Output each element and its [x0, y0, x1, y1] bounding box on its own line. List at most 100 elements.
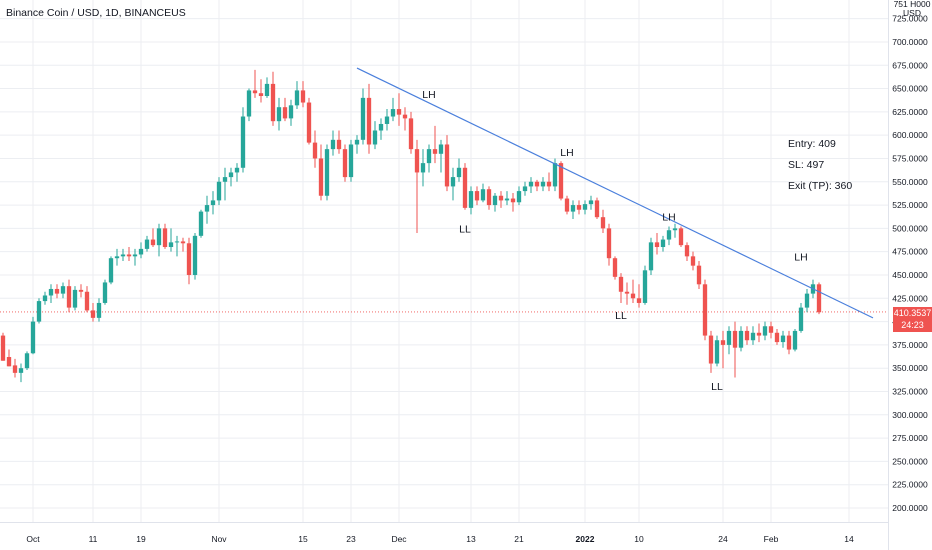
candle [708, 330, 714, 373]
time-tick-label: 11 [89, 534, 98, 544]
time-tick-label: 23 [346, 534, 356, 544]
candle-body [102, 282, 108, 303]
candle [516, 186, 522, 206]
candle [534, 179, 540, 192]
candle-body [288, 105, 294, 119]
candle [48, 284, 54, 303]
price-tick-label: 300.0000 [892, 410, 928, 420]
price-tick-label: 475.0000 [892, 247, 928, 257]
time-tick-label: Nov [211, 534, 227, 544]
candle-body [84, 291, 90, 311]
candle [138, 242, 144, 259]
candle [288, 99, 294, 126]
candle [102, 279, 108, 305]
candle [768, 321, 774, 339]
candle [660, 235, 666, 252]
trade-note: Entry: 409 [788, 138, 836, 150]
time-tick-label: Oct [26, 534, 40, 544]
time-tick-label: 19 [136, 534, 146, 544]
candle-body [480, 189, 486, 201]
candle [354, 135, 360, 154]
candle [18, 363, 24, 383]
candle [228, 167, 234, 187]
candle-body [594, 200, 600, 218]
candle [450, 167, 456, 201]
price-tick-label: 600.0000 [892, 130, 928, 140]
candle-body [396, 109, 402, 115]
candle-body [780, 335, 786, 343]
candle-body [774, 332, 780, 343]
swing-label: LH [422, 89, 435, 101]
price-tick-label: 700.0000 [892, 37, 928, 47]
candle [12, 358, 18, 378]
price-tick-label: 225.0000 [892, 480, 928, 490]
candle [126, 247, 132, 261]
candle [36, 298, 42, 324]
candle-body [732, 330, 738, 348]
price-tick-label: 725.0000 [892, 14, 928, 24]
time-tick-label: Dec [391, 534, 407, 544]
candle [684, 242, 690, 261]
candle-body [444, 144, 450, 187]
candle [528, 177, 534, 193]
candle [798, 302, 804, 333]
swing-label: LH [662, 211, 675, 223]
candle [420, 149, 426, 187]
candle [132, 248, 138, 266]
candle [174, 235, 180, 257]
candle-body [66, 286, 72, 308]
candle [180, 237, 186, 252]
candle [672, 223, 678, 238]
time-tick-label: 10 [634, 534, 644, 544]
candle [576, 200, 582, 215]
candle [312, 130, 318, 168]
candle [492, 192, 498, 212]
candle-body [0, 335, 6, 361]
swing-label: LL [615, 310, 627, 322]
price-tick-label: 525.0000 [892, 200, 928, 210]
candle-body [120, 254, 126, 257]
candle-body [414, 149, 420, 173]
candle [192, 233, 198, 280]
candle-body [168, 242, 174, 248]
candle [246, 88, 252, 122]
candle-body [240, 116, 246, 168]
trendline-line[interactable] [356, 67, 874, 319]
time-axis-bg [0, 522, 888, 550]
candle [738, 326, 744, 352]
trendline [356, 67, 874, 319]
axis-currency-label: USD [903, 8, 921, 18]
candle-body [570, 205, 576, 212]
time-tick-label: 13 [466, 534, 476, 544]
swing-label: LH [794, 251, 807, 263]
candle-body [474, 191, 480, 201]
candle-body [744, 330, 750, 341]
candle-body [216, 181, 222, 201]
candle [30, 316, 36, 355]
candle-body [318, 158, 324, 196]
candle-body [816, 284, 822, 313]
candle-body [654, 242, 660, 248]
candle-body [360, 97, 366, 140]
candle-body [666, 230, 672, 240]
candle [636, 284, 642, 308]
candle [540, 177, 546, 192]
candle [438, 139, 444, 173]
candle [642, 265, 648, 305]
candle [690, 251, 696, 271]
candle-body [708, 335, 714, 364]
candle [42, 291, 48, 305]
candle [162, 223, 168, 249]
candle-body [324, 149, 330, 196]
candle [522, 181, 528, 196]
candle-body [336, 139, 342, 150]
candle [96, 298, 102, 322]
candle-body [600, 217, 606, 229]
candle [732, 321, 738, 378]
candle [678, 226, 684, 248]
swing-label: LL [711, 381, 723, 393]
candle-body [696, 265, 702, 285]
candle [666, 226, 672, 246]
candle-body [372, 130, 378, 145]
